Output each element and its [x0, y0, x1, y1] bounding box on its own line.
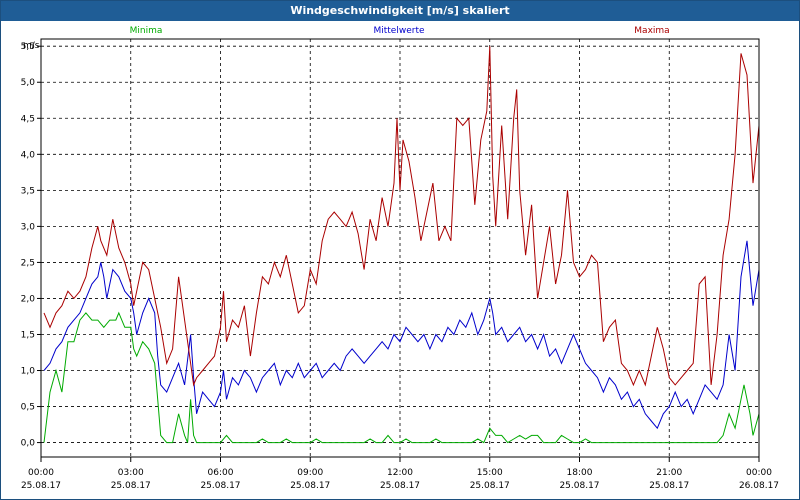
- x-tick-date: 25.08.17: [111, 481, 151, 491]
- y-tick-label: 1,0: [21, 367, 36, 377]
- series-line-maxima: [43, 46, 760, 387]
- x-tick-time: 09:00: [297, 468, 323, 478]
- y-tick-label: 3,5: [21, 186, 35, 196]
- x-tick-date: 25.08.17: [649, 481, 689, 491]
- x-tick-time: 21:00: [656, 468, 682, 478]
- x-tick-date: 25.08.17: [559, 481, 599, 491]
- x-tick-date: 25.08.17: [200, 481, 240, 491]
- y-tick-label: 2,0: [21, 294, 36, 304]
- y-tick-label: 2,5: [21, 258, 35, 268]
- y-tick-label: 0,5: [21, 403, 35, 413]
- plot-frame: [40, 38, 760, 458]
- y-axis-ticks: 0,0 0,5 1,0 1,5 2,0 2,5 3,0 3,5 4,0 4,5 5,0 5,5: [21, 42, 41, 449]
- grid: [41, 39, 759, 457]
- x-tick-time: 15:00: [477, 468, 503, 478]
- legend: Minima Mittelwerte Maxima: [130, 26, 670, 36]
- x-tick-time: 00:00: [28, 468, 54, 478]
- y-tick-label: 4,0: [21, 150, 36, 160]
- series-lines: [43, 46, 760, 444]
- y-tick-label: 4,5: [21, 114, 35, 124]
- x-tick-date: 25.08.17: [470, 481, 510, 491]
- y-tick-label: 3,0: [21, 222, 36, 232]
- x-axis-ticks: 00:00 25.08.17 03:00 25.08.17 06:00 25.08.17 0…: [21, 457, 779, 491]
- legend-entry-maxima: Maxima: [634, 26, 669, 36]
- x-tick-time: 18:00: [567, 468, 593, 478]
- x-tick-date: 26.08.17: [739, 481, 779, 491]
- wind-speed-chart: Minima Mittelwerte Maxima m/s 0,0 0,5 1,0 1,5…: [21, 26, 779, 491]
- y-tick-label: 0,0: [21, 439, 36, 449]
- x-tick-time: 03:00: [118, 468, 144, 478]
- y-tick-label: 5,5: [21, 42, 35, 52]
- x-tick-time: 06:00: [208, 468, 234, 478]
- series-line-minima: [43, 311, 760, 444]
- window-title: Windgeschwindigkeit [m/s] skaliert: [1, 1, 799, 21]
- y-tick-label: 5,0: [21, 78, 36, 88]
- legend-entry-minima: Minima: [130, 26, 163, 36]
- x-tick-date: 25.08.17: [21, 481, 61, 491]
- series-line-mittelwerte: [43, 240, 760, 430]
- x-tick-time: 00:00: [746, 468, 772, 478]
- y-tick-label: 1,5: [21, 330, 35, 340]
- x-tick-date: 25.08.17: [380, 481, 420, 491]
- x-tick-time: 12:00: [387, 468, 413, 478]
- y-axis-label: m/s: [23, 41, 40, 51]
- x-tick-date: 25.08.17: [290, 481, 330, 491]
- legend-entry-mittelwerte: Mittelwerte: [373, 26, 424, 36]
